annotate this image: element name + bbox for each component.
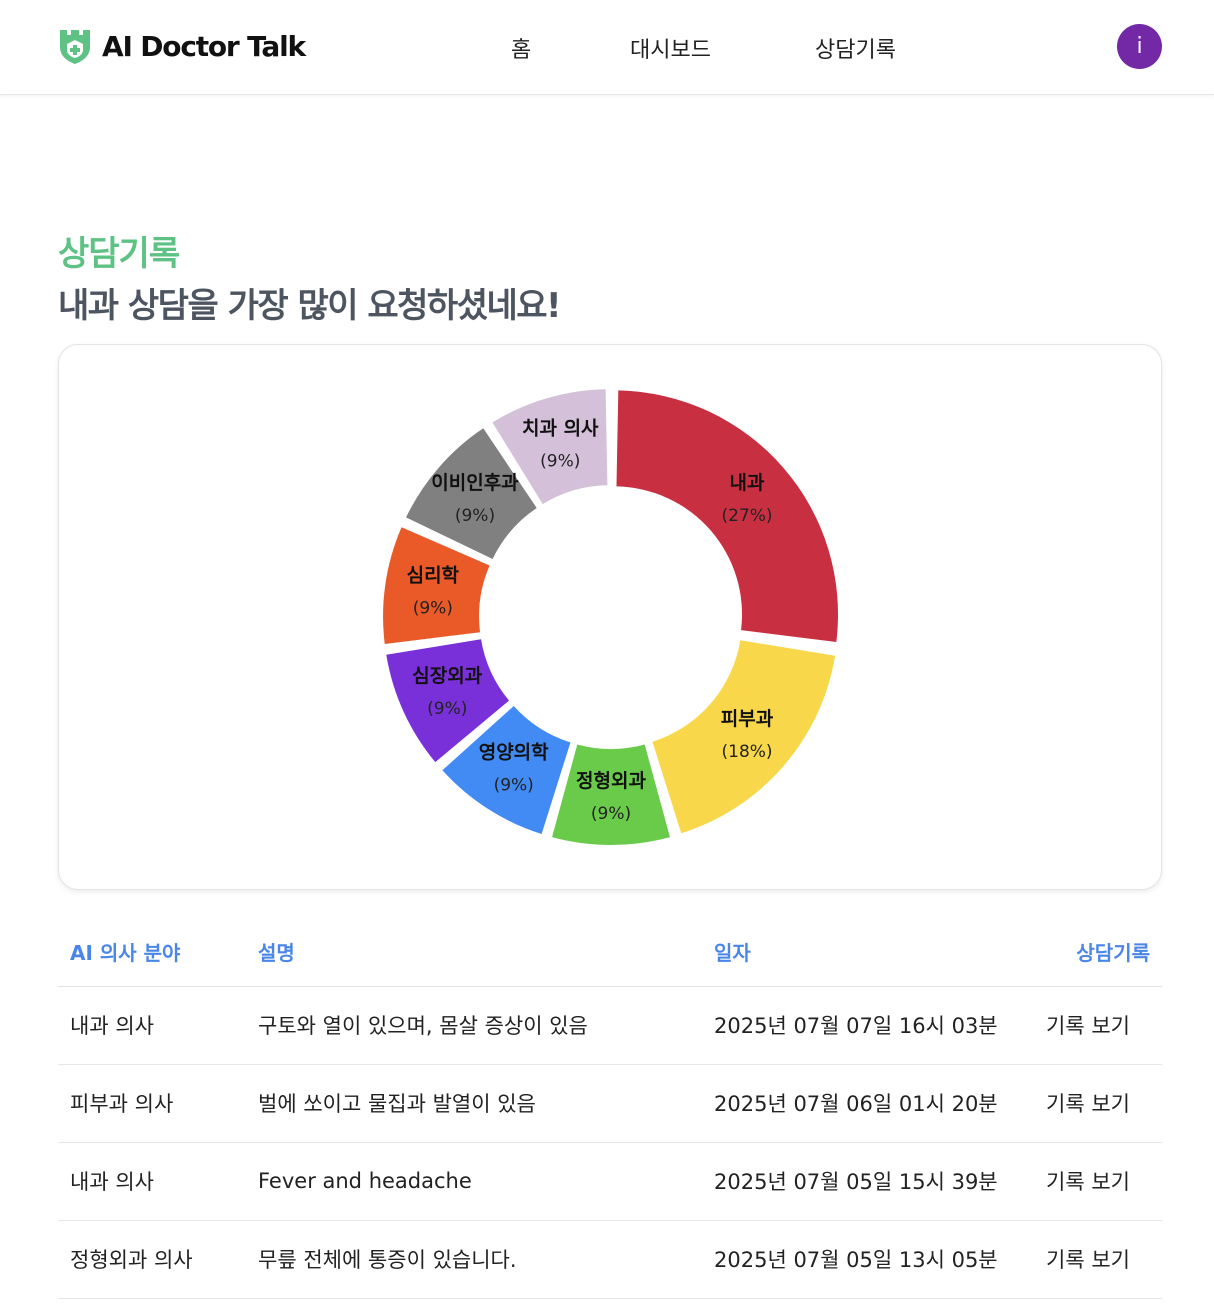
shield-logo-icon <box>60 30 90 64</box>
brand[interactable]: AI Doctor Talk <box>58 26 306 66</box>
table-header-row: AI 의사 분야 설명 일자 상담기록 <box>58 918 1162 987</box>
donut-slice[interactable] <box>383 527 490 645</box>
donut-slice[interactable] <box>406 428 537 559</box>
table-row: 정형외과 의사 무릎 전체에 통증이 있습니다. 2025년 07월 05일 1… <box>58 1220 1162 1299</box>
top-navbar: AI Doctor Talk 홈 대시보드 상담기록 i <box>0 0 1214 95</box>
row-date: 2025년 07월 05일 15시 39분 <box>702 1142 1022 1221</box>
row-description: Fever and headache <box>246 1142 702 1221</box>
user-avatar[interactable]: i <box>1117 24 1162 69</box>
slice-label: 피부과 <box>721 708 774 730</box>
slice-percent-label: (9%) <box>540 451 580 471</box>
donut-slice[interactable] <box>492 389 608 505</box>
view-record-link[interactable]: 기록 보기 <box>1046 1092 1130 1116</box>
donut-slice[interactable] <box>442 706 571 835</box>
brand-name: AI Doctor Talk <box>102 29 306 63</box>
row-field: 내과 의사 <box>58 1142 246 1221</box>
donut-slice[interactable] <box>552 744 670 845</box>
slice-label: 치과 의사 <box>522 417 599 439</box>
table-row: 피부과 의사 벌에 쏘이고 물집과 발열이 있음 2025년 07월 06일 0… <box>58 1064 1162 1143</box>
slice-percent-label: (18%) <box>722 742 773 762</box>
view-record-link[interactable]: 기록 보기 <box>1046 1014 1130 1038</box>
row-field: 내과 의사 <box>58 986 246 1065</box>
header-record: 상담기록 <box>1022 918 1162 987</box>
slice-label: 심리학 <box>407 564 460 586</box>
slice-label: 정형외과 <box>576 770 646 792</box>
view-record-link[interactable]: 기록 보기 <box>1046 1248 1130 1272</box>
slice-label: 영양의학 <box>479 741 549 763</box>
table-row: 내과 의사 Fever and headache 2025년 07월 05일 1… <box>58 1142 1162 1221</box>
slice-percent-label: (9%) <box>591 804 631 824</box>
row-description: 무릎 전체에 통증이 있습니다. <box>246 1220 702 1299</box>
row-description: 구토와 열이 있으며, 몸살 증상이 있음 <box>246 986 702 1065</box>
row-field: 피부과 의사 <box>58 1064 246 1143</box>
slice-percent-label: (27%) <box>722 506 773 526</box>
slice-percent-label: (9%) <box>494 775 534 795</box>
donut-slice[interactable] <box>616 390 839 642</box>
row-description: 벌에 쏘이고 물집과 발열이 있음 <box>246 1064 702 1143</box>
table-row: 내과 의사 구토와 열이 있으며, 몸살 증상이 있음 2025년 07월 07… <box>58 986 1162 1065</box>
header-date: 일자 <box>702 918 1022 987</box>
slice-percent-label: (9%) <box>427 699 467 719</box>
nav-dashboard[interactable]: 대시보드 <box>630 38 711 63</box>
page-subtitle: 내과 상담을 가장 많이 요청하셨네요! <box>58 286 562 326</box>
header-description: 설명 <box>246 918 702 987</box>
slice-percent-label: (9%) <box>413 598 453 618</box>
donut-slice[interactable] <box>652 640 836 834</box>
donut-chart: 내과 (27%) 피부과 (18%) 정형외과 (9%) 영양의학 (9%) 심장외과 (9%) 심… <box>383 389 839 845</box>
avatar-initial: i <box>1136 34 1143 59</box>
row-date: 2025년 07월 06일 01시 20분 <box>702 1064 1022 1143</box>
nav-home[interactable]: 홈 <box>511 38 532 63</box>
view-record-link[interactable]: 기록 보기 <box>1046 1170 1130 1194</box>
slice-percent-label: (9%) <box>455 506 495 526</box>
header-field: AI 의사 분야 <box>58 918 246 987</box>
row-date: 2025년 07월 05일 13시 05분 <box>702 1220 1022 1299</box>
consultation-table: AI 의사 분야 설명 일자 상담기록 내과 의사 구토와 열이 있으며, 몸살… <box>58 918 1162 1299</box>
slice-label: 심장외과 <box>412 665 482 687</box>
donut-slice[interactable] <box>386 639 510 763</box>
page-title: 상담기록 <box>58 234 180 274</box>
row-field: 정형외과 의사 <box>58 1220 246 1299</box>
chart-card: 내과 (27%) 피부과 (18%) 정형외과 (9%) 영양의학 (9%) 심장외과 (9%) 심… <box>58 344 1162 890</box>
slice-label: 내과 <box>730 472 765 494</box>
slice-label: 이비인후과 <box>431 472 519 494</box>
nav-consultation-history[interactable]: 상담기록 <box>815 38 896 63</box>
row-date: 2025년 07월 07일 16시 03분 <box>702 986 1022 1065</box>
